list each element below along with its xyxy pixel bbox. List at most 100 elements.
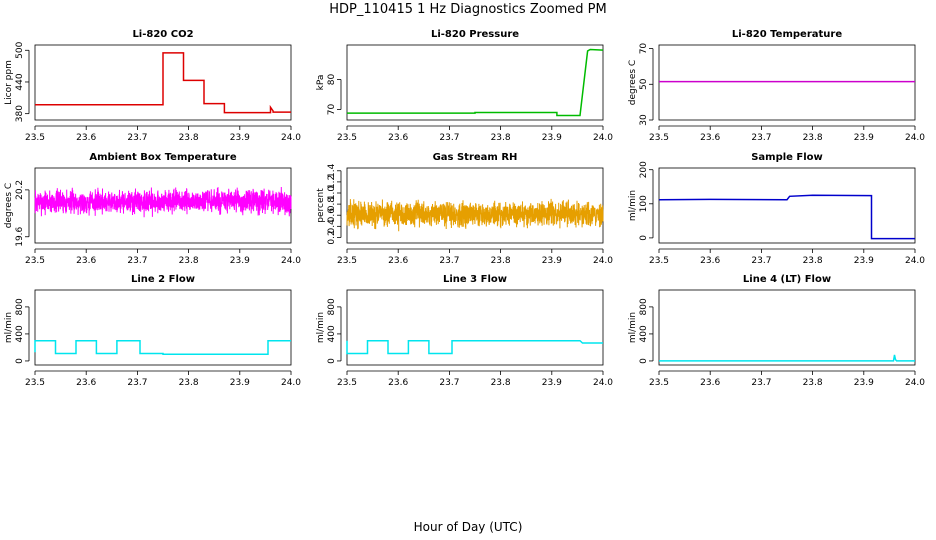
panel-1: Li-820 Pressure 23.5 23.6 23.7 23.8 23.9 24.0 7… (316, 29, 613, 143)
y-tick-label: 400 (327, 325, 337, 342)
panel-8: Line 4 (LT) Flow 23.5 23.6 23.7 23.8 23.9 24.0… (628, 274, 925, 388)
y-axis-label: degrees C (4, 183, 14, 228)
x-tick-label: 23.8 (491, 256, 511, 266)
plot-frame (346, 44, 604, 121)
x-tick-label: 23.5 (337, 256, 357, 266)
panels-container: Li-820 CO2 23.5 23.6 23.7 23.8 23.9 24.0 380 440… (4, 29, 925, 388)
panel-title: Line 3 Flow (443, 274, 507, 285)
y-tick-label: 800 (639, 298, 649, 315)
x-tick-label: 24.0 (281, 133, 301, 143)
x-tick-label: 23.8 (803, 378, 823, 388)
y-tick-label: 80 (327, 74, 337, 86)
y-tick-label: 70 (639, 43, 649, 55)
y-tick-label: 0 (15, 358, 25, 364)
x-tick-label: 23.7 (439, 378, 459, 388)
x-tick-label: 23.7 (127, 133, 147, 143)
y-tick-label: 500 (15, 41, 25, 58)
x-tick-label: 23.8 (491, 378, 511, 388)
x-tick-label: 23.6 (700, 133, 720, 143)
plot-frame (346, 289, 604, 366)
panel-title: Li-820 CO2 (132, 29, 193, 40)
x-tick-label: 23.6 (700, 256, 720, 266)
y-tick-label: 0.2 (327, 230, 337, 244)
series-line-0 (347, 48, 604, 117)
x-tick-label: 23.5 (25, 256, 45, 266)
x-tick-label: 23.6 (388, 133, 408, 143)
x-tick-label: 23.9 (542, 133, 562, 143)
y-axis-label: ml/min (628, 190, 638, 221)
y-tick-label: 200 (639, 161, 649, 178)
y-axis-label: ml/min (316, 312, 326, 343)
series-line-noise (346, 198, 604, 232)
x-tick-label: 23.8 (803, 256, 823, 266)
y-tick-label: 0.6 (327, 208, 337, 223)
x-tick-label: 23.7 (439, 133, 459, 143)
x-tick-label: 23.7 (127, 256, 147, 266)
x-tick-label: 23.7 (751, 378, 771, 388)
x-tick-label: 23.8 (803, 133, 823, 143)
x-tick-label: 24.0 (593, 378, 613, 388)
y-axis-label: degrees C (628, 60, 638, 105)
panel-7: Line 3 Flow 23.5 23.6 23.7 23.8 23.9 24.0 0 400 8… (316, 274, 613, 388)
panel-2: Li-820 Temperature 23.5 23.6 23.7 23.8 23.9 24… (628, 29, 925, 143)
plot-frame (34, 289, 292, 366)
y-tick-label: 20.2 (15, 180, 25, 200)
series-line-0 (659, 354, 915, 362)
x-tick-label: 23.7 (751, 256, 771, 266)
y-axis-label: kPa (316, 75, 326, 91)
x-tick-label: 23.9 (542, 256, 562, 266)
panel-title: Ambient Box Temperature (89, 152, 236, 163)
series-line-0 (34, 339, 291, 355)
x-tick-label: 23.9 (542, 378, 562, 388)
plot-frame (658, 289, 916, 366)
x-tick-label: 24.0 (905, 256, 925, 266)
y-axis-label: ml/min (4, 312, 14, 343)
x-tick-label: 24.0 (281, 256, 301, 266)
x-tick-label: 23.7 (439, 256, 459, 266)
x-tick-label: 23.5 (337, 378, 357, 388)
plot-frame (346, 167, 604, 244)
x-tick-label: 24.0 (593, 133, 613, 143)
x-tick-label: 23.5 (649, 256, 669, 266)
x-tick-label: 23.5 (25, 378, 45, 388)
x-tick-label: 23.6 (76, 256, 96, 266)
y-tick-label: 50 (639, 78, 649, 90)
panel-4: Gas Stream RH 23.5 23.6 23.7 23.8 23.9 24.0 0.2… (316, 152, 613, 266)
x-tick-label: 23.9 (854, 256, 874, 266)
series-line-0 (35, 52, 291, 114)
y-tick-label: 1.2 (327, 175, 337, 189)
x-tick-label: 23.6 (388, 378, 408, 388)
x-tick-label: 23.9 (230, 378, 250, 388)
x-tick-label: 23.8 (179, 256, 199, 266)
x-tick-label: 23.6 (76, 378, 96, 388)
plot-frame (34, 44, 292, 121)
y-tick-label: 100 (639, 195, 649, 212)
x-tick-label: 23.6 (700, 378, 720, 388)
panel-3: Ambient Box Temperature 23.5 23.6 23.7 23.8 2… (4, 152, 301, 266)
y-tick-label: 400 (639, 325, 649, 342)
panel-title: Li-820 Temperature (732, 29, 842, 40)
series-line-noise (34, 186, 292, 218)
panel-title: Li-820 Pressure (431, 29, 519, 40)
panel-title: Line 4 (LT) Flow (743, 274, 831, 285)
y-tick-label: 800 (15, 298, 25, 315)
panel-6: Line 2 Flow 23.5 23.6 23.7 23.8 23.9 24.0 0 400 8… (4, 274, 301, 388)
x-tick-label: 23.9 (854, 378, 874, 388)
y-tick-label: 440 (15, 73, 25, 90)
x-tick-label: 23.6 (388, 256, 408, 266)
panel-title: Gas Stream RH (433, 152, 518, 163)
panel-0: Li-820 CO2 23.5 23.6 23.7 23.8 23.9 24.0 380 440… (4, 29, 301, 143)
y-tick-label: 30 (639, 114, 649, 126)
x-tick-label: 24.0 (281, 378, 301, 388)
x-tick-label: 24.0 (905, 133, 925, 143)
y-tick-label: 400 (15, 325, 25, 342)
y-tick-label: 19.6 (15, 226, 25, 246)
x-tick-label: 23.8 (179, 133, 199, 143)
y-tick-label: 0.4 (327, 219, 337, 234)
x-tick-label: 23.8 (179, 378, 199, 388)
series-line-0 (346, 339, 603, 355)
x-tick-label: 23.5 (649, 133, 669, 143)
y-axis-label: Licor ppm (4, 60, 14, 105)
y-tick-label: 0 (327, 358, 337, 364)
x-tick-label: 23.9 (230, 133, 250, 143)
